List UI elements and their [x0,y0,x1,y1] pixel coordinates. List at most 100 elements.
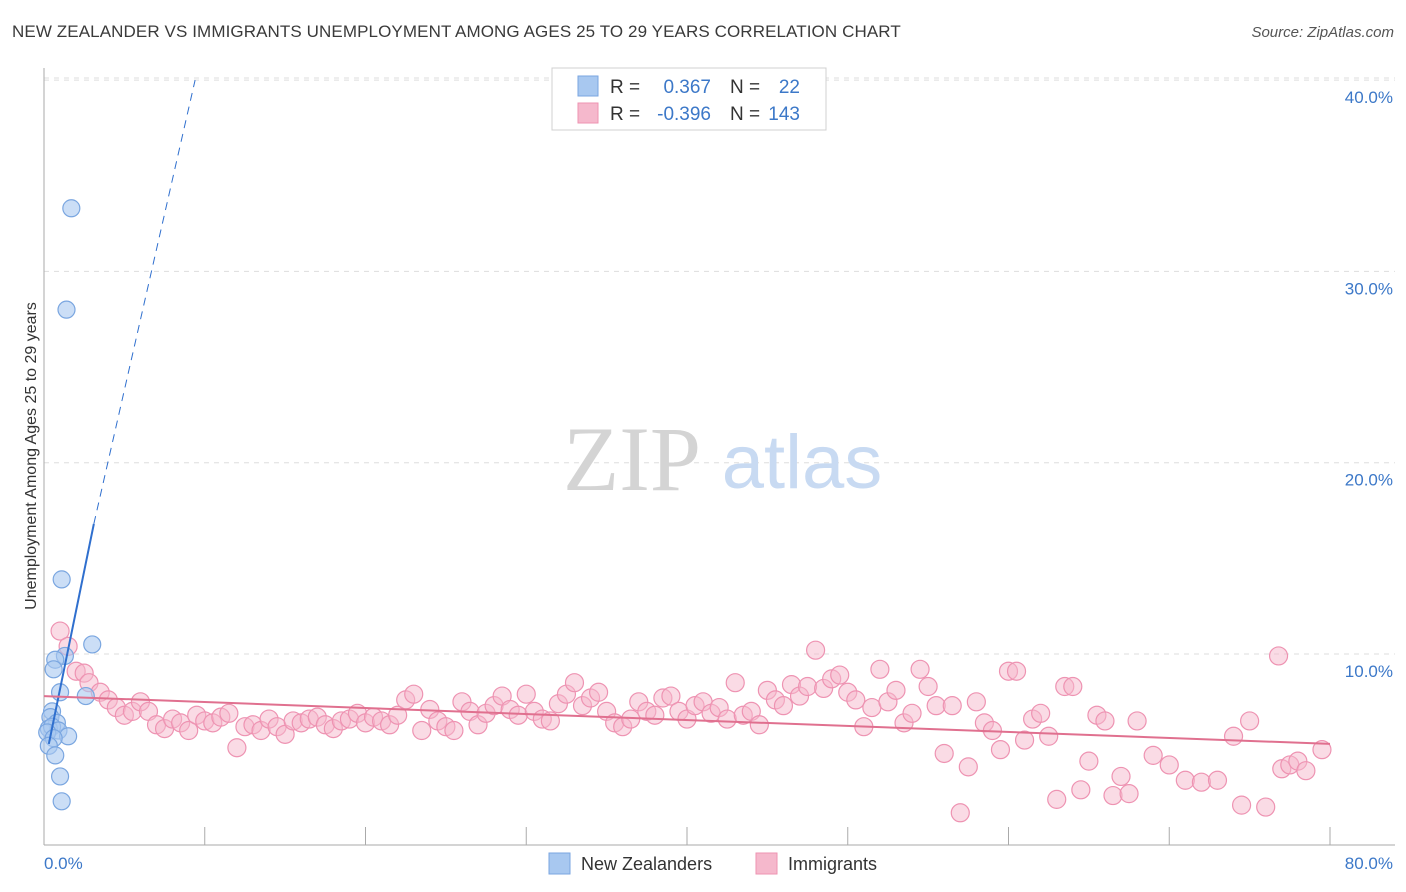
series-legend-swatch-new-zealanders [548,852,571,875]
immigrants-point [797,676,818,697]
immigrants-point [1143,745,1163,765]
y-axis-label: Unemployment Among Ages 25 to 29 years [23,302,40,610]
new-zealanders-point [83,635,102,654]
immigrants-point [902,703,922,723]
immigrants-point [1103,785,1123,806]
legend-swatch-new-zealanders [577,75,599,97]
immigrants-point [179,720,199,741]
immigrants-point [1006,661,1027,681]
immigrants-point [1127,711,1147,731]
immigrants-point [749,715,769,735]
immigrants-point [886,680,906,700]
immigrants-point [805,640,826,660]
legend-r-label-2: R = [610,104,640,125]
immigrants-point [412,720,432,741]
immigrants-point [1175,770,1195,790]
immigrants-point [773,696,794,716]
immigrants-point [918,676,938,697]
immigrants-point [1312,740,1332,760]
watermark: ZIP atlas [563,408,882,510]
immigrants-point [1031,703,1051,723]
immigrants-point [1095,711,1115,731]
immigrants-point [1071,780,1091,800]
x-tick-label: 80.0% [1345,854,1393,873]
immigrants-point [1119,784,1139,804]
new-zealanders-point [76,686,95,706]
immigrants-point [50,621,70,641]
legend-n-value-1: 22 [779,77,800,98]
immigrants-point [1079,751,1099,771]
legend-r-value-1: 0.367 [663,77,711,98]
trend-lines [43,79,1331,745]
new-zealanders-point [46,746,65,765]
immigrants-point [661,686,681,706]
immigrants-point [950,803,970,823]
correlation-legend: R = 0.367 N = 22 R = -0.396 N = 143 [551,67,827,131]
x-tick-label: 0.0% [44,854,83,873]
immigrants-point [870,659,890,679]
series-legend-swatch-immigrants [755,852,778,875]
legend-r-label-1: R = [610,77,640,98]
new-zealanders-points [38,199,102,811]
new-zealanders-point [57,300,76,319]
new-zealanders-trend-extension [93,79,196,525]
immigrants-point [990,740,1011,760]
legend-n-label-1: N = [730,77,760,98]
new-zealanders-point [50,767,70,786]
immigrants-point [404,684,424,704]
tick-labels: 10.0% 20.0% 30.0% 40.0% 0.0% 80.0% [44,88,1393,873]
source-credit: Source: ZipAtlas.com [1251,24,1394,41]
immigrants-point [588,682,609,702]
immigrants-point [508,705,528,725]
immigrants-point [645,705,665,725]
immigrants-point [540,711,560,731]
immigrants-point [910,659,930,679]
immigrants-point [444,720,464,741]
immigrants-point [862,697,882,718]
immigrants-point [1014,730,1035,750]
legend-n-value-2: 143 [768,104,800,125]
watermark-zip: ZIP [563,408,701,510]
immigrants-point [725,673,745,693]
series-legend-label-immigrants: Immigrants [788,854,877,874]
immigrants-point [1111,766,1131,787]
new-zealanders-point [52,792,71,811]
y-tick-label: 30.0% [1345,279,1393,298]
immigrants-point [1268,646,1289,666]
immigrants-trend-line [43,695,1331,745]
immigrants-point [1296,761,1316,781]
new-zealanders-point [52,570,71,589]
immigrants-point [564,673,585,693]
immigrants-point [1047,789,1067,809]
immigrants-point [846,690,866,710]
series-legend: New Zealanders Immigrants [548,852,877,875]
immigrants-point [1159,755,1179,775]
immigrants-point [830,665,850,685]
immigrants-point [1231,795,1252,815]
immigrants-point [388,705,408,725]
chart-title: NEW ZEALANDER VS IMMIGRANTS UNEMPLOYMENT… [12,22,901,41]
immigrants-point [1240,711,1260,731]
immigrants-point [1039,726,1059,746]
series-legend-label-new-zealanders: New Zealanders [581,854,712,874]
legend-r-value-2: -0.396 [657,104,711,125]
grid-lines [44,77,1395,655]
immigrants-point [1063,676,1083,697]
immigrants-point [966,692,986,712]
y-tick-label: 40.0% [1345,88,1393,107]
immigrants-point [958,757,978,777]
immigrants-point [1191,772,1212,792]
new-zealanders-trend-line [47,523,95,745]
immigrants-point [227,738,247,758]
watermark-atlas: atlas [722,420,883,505]
immigrants-point [926,696,946,716]
immigrants-point [1256,797,1276,817]
y-tick-label: 10.0% [1345,662,1393,681]
immigrants-point [219,703,239,723]
legend-n-label-2: N = [730,104,760,125]
immigrants-point [516,684,536,704]
immigrants-points [50,621,1332,823]
legend-swatch-immigrants [577,102,599,124]
immigrants-point [1223,726,1244,746]
